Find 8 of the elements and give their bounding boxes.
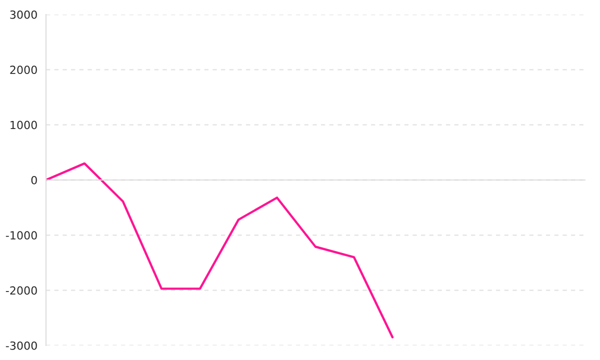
y-tick-label: 0 [31,176,37,184]
y-tick-label: 1000 [10,120,37,130]
line-series [46,162,394,338]
y-tick-label: 3000 [10,10,37,19]
y-tick-label: -1000 [6,231,37,240]
y-tick-label: -3000 [6,341,37,350]
y-tick-label: -2000 [6,286,37,295]
y-tick-label: 2000 [10,66,37,74]
